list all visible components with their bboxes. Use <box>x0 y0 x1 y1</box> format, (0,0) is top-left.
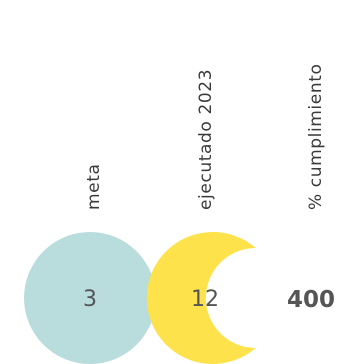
header-ejecutado-2023: ejecutado 2023 <box>196 69 216 210</box>
cumplimiento-value: 400 <box>287 287 335 313</box>
meta-value: 3 <box>83 287 97 312</box>
ejecutado-value: 12 <box>191 287 219 312</box>
meta-circle <box>24 232 156 364</box>
header-meta: meta <box>84 163 104 210</box>
ejecutado-circle <box>146 232 256 364</box>
header-cumplimiento: % cumplimiento <box>306 64 326 210</box>
